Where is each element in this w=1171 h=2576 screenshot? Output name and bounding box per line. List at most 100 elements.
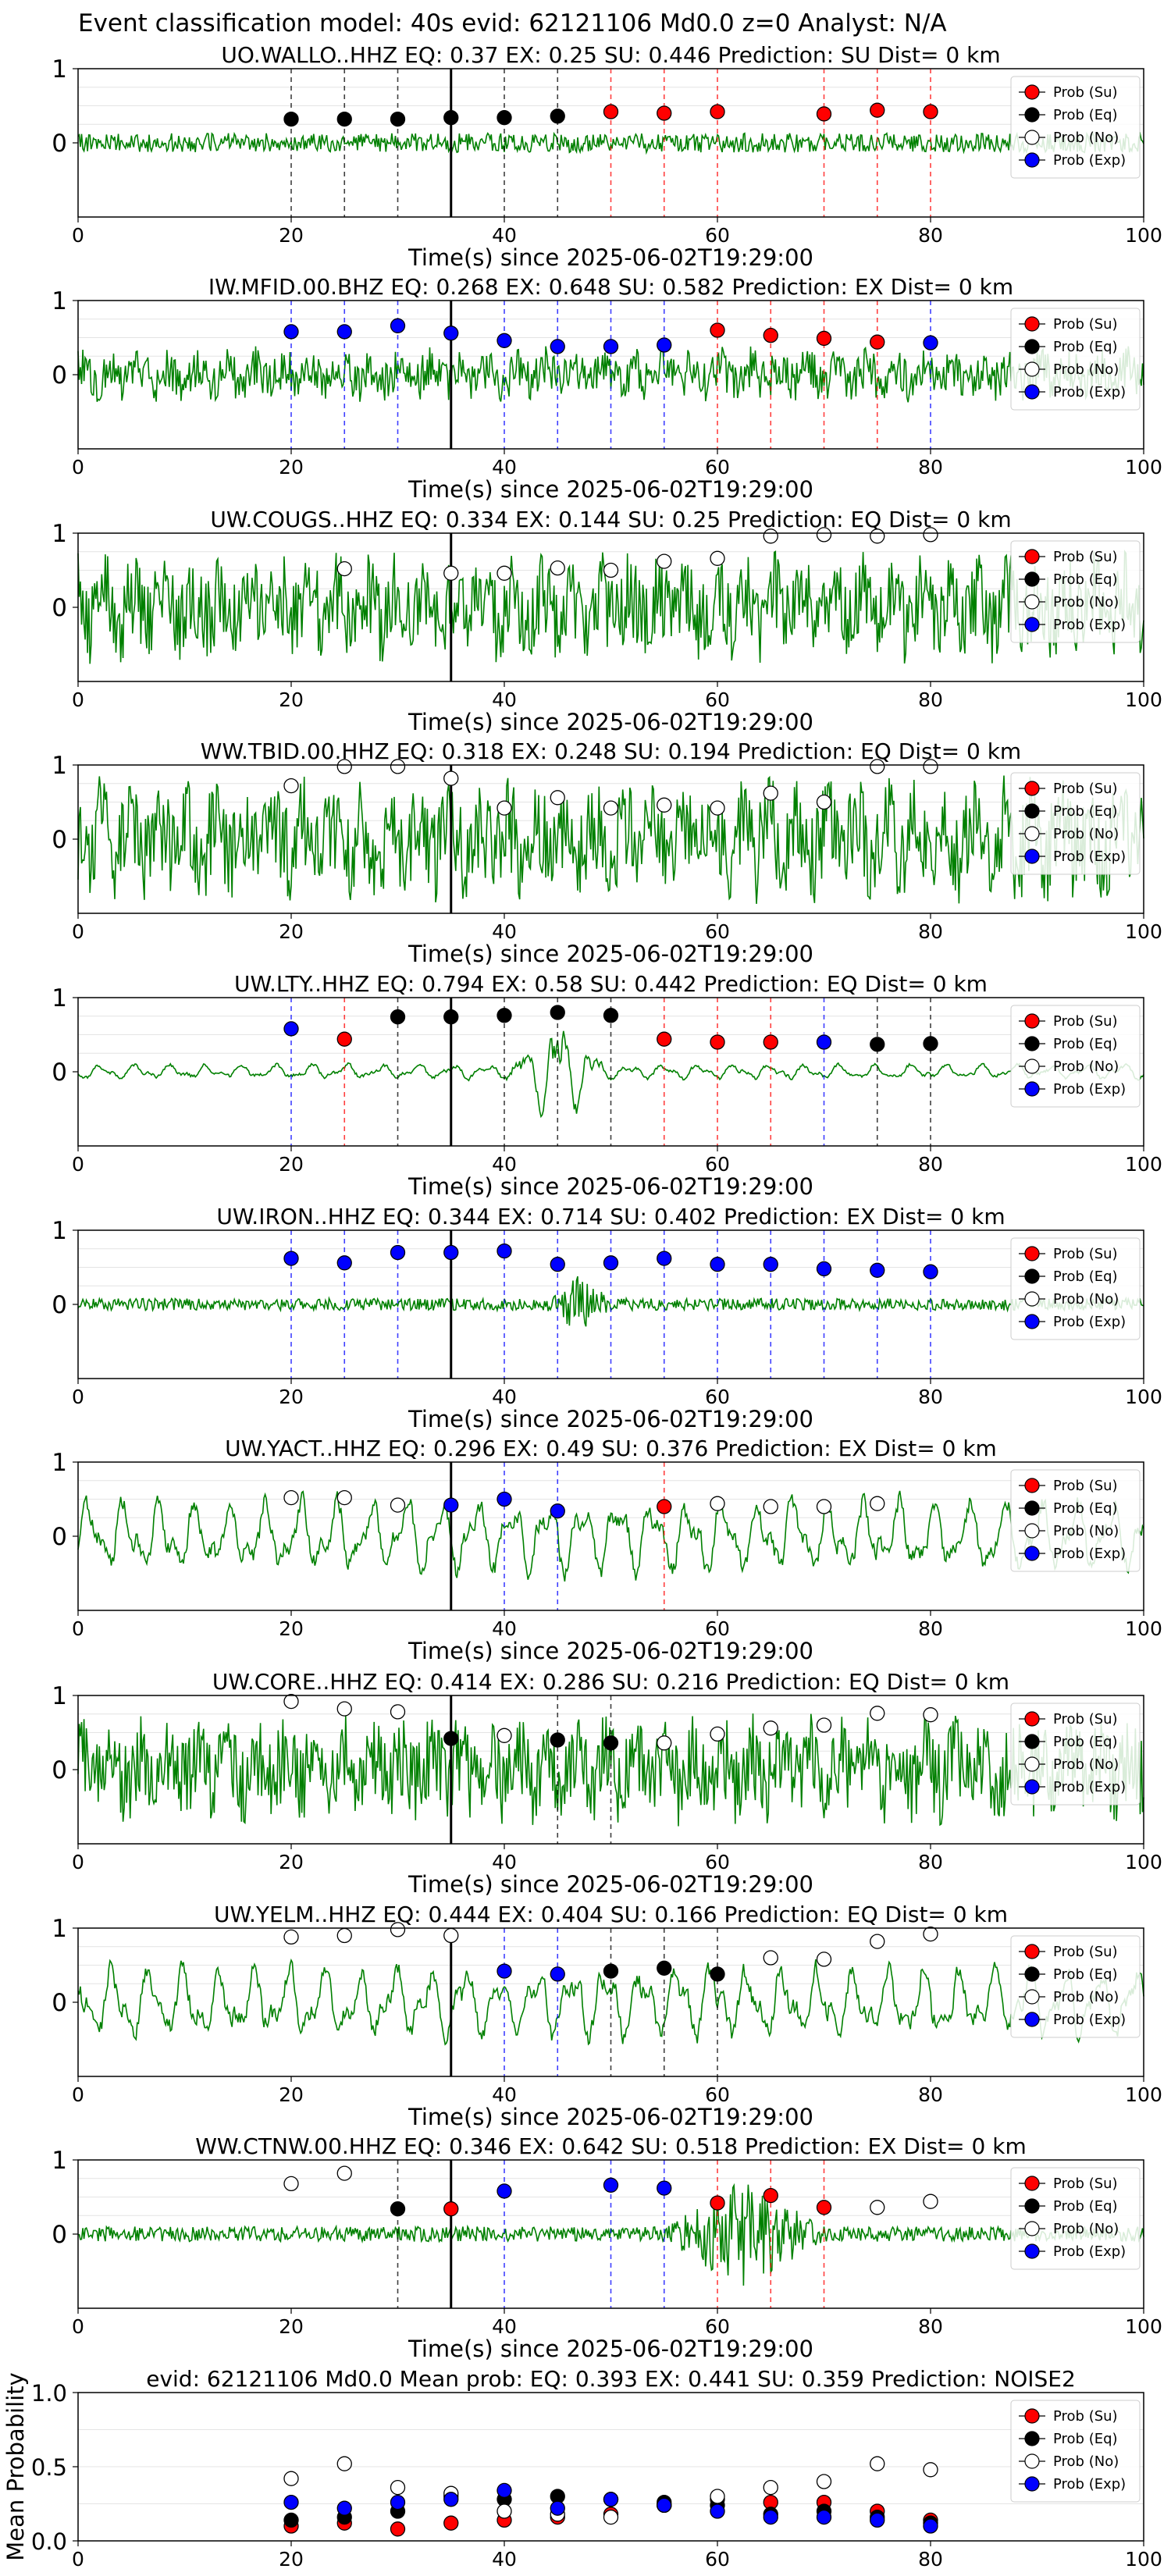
prob-point-su bbox=[336, 1031, 352, 1047]
legend-marker-eq bbox=[1024, 1036, 1040, 1051]
legend-label-eq: Prob (Eq) bbox=[1053, 803, 1118, 820]
prob-point-eq bbox=[710, 1966, 725, 1982]
legend-label-no: Prob (No) bbox=[1053, 1291, 1119, 1308]
legend-marker-no bbox=[1024, 1989, 1040, 2005]
prob-point-exp bbox=[763, 1257, 778, 1272]
prob-point-no bbox=[870, 2200, 885, 2215]
prob-point-exp bbox=[283, 324, 299, 340]
x-tick-label: 100 bbox=[1125, 2548, 1162, 2571]
waveform-trace bbox=[77, 1030, 1144, 1119]
waveform-panel-4: WW.TBID.00.HHZ EQ: 0.318 EX: 0.248 SU: 0… bbox=[52, 738, 1162, 967]
x-tick-label: 100 bbox=[1125, 1851, 1162, 1873]
prob-point-exp bbox=[603, 1255, 619, 1271]
legend-label-eq: Prob (Eq) bbox=[1053, 2431, 1118, 2447]
prob-point-eq bbox=[443, 110, 459, 126]
x-axis-label: Time(s) since 2025-06-02T19:29:00 bbox=[408, 709, 813, 735]
mean-point-no bbox=[923, 2462, 938, 2478]
mean-point-exp bbox=[336, 2500, 352, 2516]
legend-label-no: Prob (No) bbox=[1053, 130, 1119, 146]
legend-label-eq: Prob (Eq) bbox=[1053, 1734, 1118, 1750]
legend-marker-exp bbox=[1024, 849, 1040, 864]
mean-point-exp bbox=[923, 2518, 938, 2534]
prob-point-exp bbox=[336, 324, 352, 340]
legend-label-su: Prob (Su) bbox=[1053, 1478, 1118, 1494]
prob-point-no bbox=[816, 1717, 832, 1733]
legend-marker-eq bbox=[1024, 1734, 1040, 1749]
x-tick-label: 20 bbox=[279, 2548, 304, 2571]
legend-label-no: Prob (No) bbox=[1053, 2221, 1119, 2237]
y-tick-label: 0 bbox=[52, 361, 67, 390]
legend-marker-su bbox=[1024, 1013, 1040, 1029]
x-tick-label: 60 bbox=[705, 1153, 730, 1176]
waveform-trace bbox=[77, 1490, 1144, 1582]
x-tick-label: 40 bbox=[492, 1617, 517, 1640]
legend-box bbox=[1010, 76, 1141, 179]
prob-point-no bbox=[763, 528, 778, 544]
legend-label-eq: Prob (Eq) bbox=[1053, 2198, 1118, 2215]
prob-point-no bbox=[336, 560, 352, 577]
legend-marker-exp bbox=[1024, 1546, 1040, 1561]
x-axis-label: Time(s) since 2025-06-02T19:29:00 bbox=[408, 2336, 813, 2362]
prob-point-no bbox=[443, 565, 459, 581]
mean-point-exp bbox=[763, 2509, 778, 2525]
legend-label-no: Prob (No) bbox=[1053, 1523, 1119, 1539]
prob-point-no bbox=[923, 1707, 938, 1723]
x-tick-label: 60 bbox=[705, 920, 730, 943]
x-axis-label: Time(s) since 2025-06-02T19:29:00 bbox=[408, 1871, 813, 1898]
x-tick-label: 80 bbox=[918, 456, 943, 479]
prob-point-no bbox=[710, 800, 725, 816]
y-tick-label: 1 bbox=[52, 1217, 67, 1245]
legend-label-su: Prob (Su) bbox=[1053, 316, 1118, 333]
x-tick-label: 20 bbox=[279, 1617, 304, 1640]
prob-point-no bbox=[657, 553, 672, 569]
legend-label-no: Prob (No) bbox=[1053, 361, 1119, 378]
prob-point-no bbox=[923, 2194, 938, 2209]
prob-point-eq bbox=[870, 1037, 885, 1052]
x-tick-label: 80 bbox=[918, 224, 943, 247]
waveform-panel-5: UW.LTY..HHZ EQ: 0.794 EX: 0.58 SU: 0.442… bbox=[52, 971, 1162, 1200]
legend-marker-eq bbox=[1024, 571, 1040, 587]
prob-point-su bbox=[763, 1034, 778, 1050]
panel-title: UW.YACT..HHZ EQ: 0.296 EX: 0.49 SU: 0.37… bbox=[225, 1436, 997, 1461]
prob-point-exp bbox=[497, 1491, 512, 1507]
legend-marker-exp bbox=[1024, 1081, 1040, 1097]
legend-box bbox=[1010, 1935, 1141, 2038]
legend-box bbox=[1010, 1237, 1141, 1340]
x-tick-label: 100 bbox=[1125, 688, 1162, 711]
prob-point-eq bbox=[603, 1963, 619, 1979]
legend-marker-eq bbox=[1024, 1268, 1040, 1284]
y-tick-label: 1 bbox=[52, 287, 67, 315]
mean-panel-title: evid: 62121106 Md0.0 Mean prob: EQ: 0.39… bbox=[146, 2366, 1076, 2392]
legend-label-su: Prob (Su) bbox=[1053, 781, 1118, 797]
prob-point-no bbox=[763, 785, 778, 801]
legend-box bbox=[1010, 540, 1141, 643]
x-tick-label: 0 bbox=[72, 1153, 84, 1176]
prob-point-no bbox=[763, 1720, 778, 1736]
prob-point-no bbox=[816, 527, 832, 543]
y-tick-label: 1 bbox=[52, 1449, 67, 1477]
legend-label-eq: Prob (Eq) bbox=[1053, 1268, 1118, 1285]
mean-point-exp bbox=[657, 2497, 672, 2514]
x-tick-label: 20 bbox=[279, 224, 304, 247]
prob-point-exp bbox=[336, 1255, 352, 1271]
prob-point-exp bbox=[816, 1034, 832, 1050]
legend-marker-su bbox=[1024, 84, 1040, 100]
waveform-panel-3: UW.COUGS..HHZ EQ: 0.334 EX: 0.144 SU: 0.… bbox=[52, 507, 1162, 735]
y-tick-label: 1 bbox=[52, 1682, 67, 1710]
prob-point-no bbox=[443, 1927, 459, 1944]
x-tick-label: 20 bbox=[279, 688, 304, 711]
panel-title: UW.LTY..HHZ EQ: 0.794 EX: 0.58 SU: 0.442… bbox=[234, 971, 988, 997]
x-tick-label: 100 bbox=[1125, 2315, 1162, 2338]
x-tick-label: 0 bbox=[72, 2548, 84, 2571]
x-tick-label: 40 bbox=[492, 2083, 517, 2106]
y-tick-label: 1 bbox=[52, 520, 67, 548]
x-tick-label: 20 bbox=[279, 1386, 304, 1408]
legend-label-eq: Prob (Eq) bbox=[1053, 1966, 1118, 1983]
panel-title: WW.TBID.00.HHZ EQ: 0.318 EX: 0.248 SU: 0… bbox=[201, 738, 1021, 764]
prob-point-eq bbox=[336, 111, 352, 127]
legend-marker-exp bbox=[1024, 2012, 1040, 2027]
prob-point-exp bbox=[283, 1251, 299, 1266]
legend-marker-su bbox=[1024, 1478, 1040, 1493]
legend-label-su: Prob (Su) bbox=[1053, 2176, 1118, 2192]
mean-point-no bbox=[603, 2509, 619, 2525]
